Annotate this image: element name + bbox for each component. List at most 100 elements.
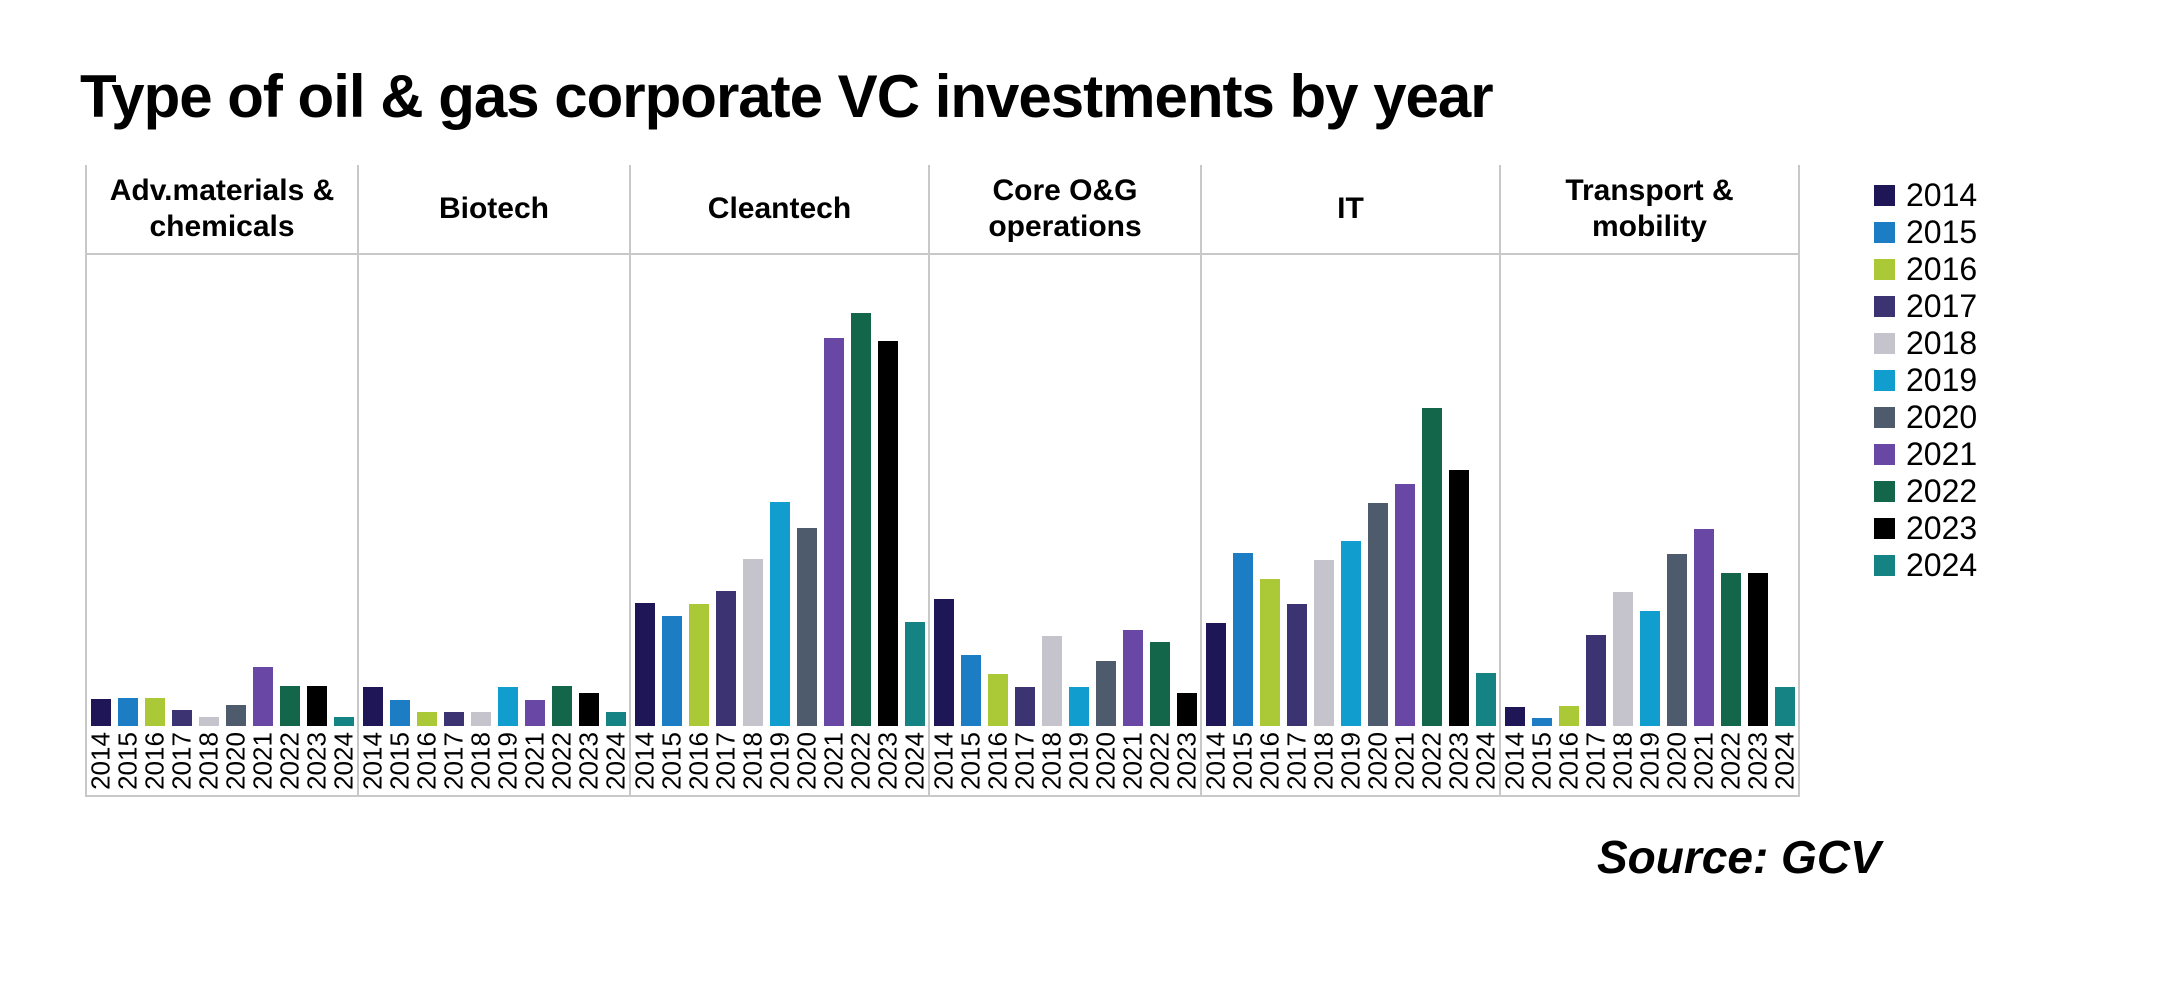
x-tick-label-2021: 2021 [1389, 731, 1419, 790]
bar-slot [413, 712, 440, 726]
bar-slot [1771, 687, 1798, 726]
bar-2024 [904, 622, 925, 726]
bar-slot [467, 712, 494, 726]
bar-2016 [144, 698, 165, 726]
bar-2018 [1612, 592, 1633, 726]
x-tick-label-2022: 2022 [1416, 731, 1446, 790]
bar-2017 [443, 712, 464, 726]
legend-item-2014: 2014 [1874, 177, 1977, 214]
bar-slot [1663, 554, 1690, 726]
bar-2015 [1232, 553, 1253, 726]
facet-plot [87, 255, 357, 726]
legend-item-2024: 2024 [1874, 547, 1977, 584]
x-tick: 2019 [1634, 726, 1664, 795]
x-tick: 2022 [1416, 726, 1446, 795]
x-tick-label-2014: 2014 [1499, 731, 1529, 790]
bar-2015 [1531, 718, 1552, 726]
bar-2014 [933, 599, 954, 726]
bar-2019 [1068, 687, 1089, 726]
x-tick-label-2021: 2021 [818, 731, 848, 790]
x-tick-label-2023: 2023 [872, 731, 902, 790]
x-tick-label-2021: 2021 [1688, 731, 1718, 790]
facet-panel: Core O&G operations 2014 2015 2016 2017 2018 2… [928, 165, 1201, 797]
x-tick: 2022 [546, 726, 576, 795]
x-tick-label-2024: 2024 [1769, 731, 1799, 790]
x-tick: 2021 [519, 726, 549, 795]
x-tick: 2024 [600, 726, 630, 795]
facet-plot [1501, 255, 1798, 726]
x-tick: 2015 [384, 726, 414, 795]
x-tick: 2019 [492, 726, 522, 795]
x-tick: 2016 [683, 726, 713, 795]
bar-slot [874, 341, 901, 726]
legend-item-2020: 2020 [1874, 399, 1977, 436]
bar-2018 [742, 559, 763, 726]
bar-slot [249, 667, 276, 726]
legend-label: 2020 [1906, 399, 1978, 435]
x-tick-label-2023: 2023 [301, 731, 331, 790]
bar-slot [957, 655, 984, 726]
facet-plot [359, 255, 629, 726]
x-tick-label-2023: 2023 [1742, 731, 1772, 790]
x-tick-label-2015: 2015 [1526, 731, 1556, 790]
x-tick-label-2016: 2016 [1553, 731, 1583, 790]
facet-header: IT [1202, 165, 1499, 255]
bar-slot [1119, 630, 1146, 726]
legend-swatch-icon [1874, 518, 1895, 539]
x-tick-label-2019: 2019 [492, 731, 522, 790]
facet-plot [930, 255, 1200, 726]
bar-slot [141, 698, 168, 726]
x-tick: 2020 [791, 726, 821, 795]
bar-slot [1256, 579, 1283, 726]
bar-slot [1717, 573, 1744, 726]
bar-slot [739, 559, 766, 726]
bar-slot [930, 599, 957, 726]
bar-2018 [198, 717, 219, 726]
bar-2017 [1014, 687, 1035, 726]
facet-header: Biotech [359, 165, 629, 255]
bar-2020 [796, 528, 817, 726]
x-tick-label-2015: 2015 [656, 731, 686, 790]
bar-slot [766, 502, 793, 726]
bar-2018 [1041, 636, 1062, 726]
bar-slot [1146, 642, 1173, 726]
x-tick-label-2015: 2015 [112, 731, 142, 790]
x-tick-label-2017: 2017 [1281, 731, 1311, 790]
bar-2014 [1504, 707, 1525, 726]
legend-item-2023: 2023 [1874, 510, 1977, 547]
bar-2021 [1693, 529, 1714, 726]
x-tick: 2015 [1526, 726, 1556, 795]
x-tick: 2014 [1200, 726, 1230, 795]
legend-label: 2016 [1906, 251, 1978, 287]
bar-slot [330, 717, 357, 726]
x-tick: 2022 [1715, 726, 1745, 795]
bar-2024 [605, 712, 626, 726]
x-tick: 2023 [573, 726, 603, 795]
bar-2024 [1774, 687, 1795, 726]
bar-slot [114, 698, 141, 726]
bar-slot [1690, 529, 1717, 726]
facet-x-axis: 2014 2015 2016 2017 2018 2019 2020 2021 2022 2023… [1200, 726, 1500, 797]
x-tick: 2017 [1281, 726, 1311, 795]
bar-2020 [1666, 554, 1687, 726]
x-tick: 2018 [737, 726, 767, 795]
bar-slot [1609, 592, 1636, 726]
legend-swatch-icon [1874, 444, 1895, 465]
bar-2023 [306, 686, 327, 726]
bar-2014 [634, 603, 655, 726]
x-tick: 2020 [1661, 726, 1691, 795]
x-tick-label-2019: 2019 [1634, 731, 1664, 790]
bar-slot [984, 674, 1011, 726]
x-tick-label-2020: 2020 [1362, 731, 1392, 790]
facet-x-axis: 2014 2015 2016 2017 2018 2019 2020 2021 2022 2023… [1499, 726, 1799, 797]
bar-slot [602, 712, 629, 726]
bar-2023 [1747, 573, 1768, 726]
x-tick-label-2021: 2021 [247, 731, 277, 790]
x-tick: 2016 [1254, 726, 1284, 795]
legend-label: 2017 [1906, 288, 1978, 324]
bar-2017 [171, 710, 192, 726]
x-tick-label-2023: 2023 [1171, 731, 1201, 790]
bar-slot [276, 686, 303, 726]
bar-2023 [877, 341, 898, 726]
legend-label: 2015 [1906, 214, 1978, 250]
